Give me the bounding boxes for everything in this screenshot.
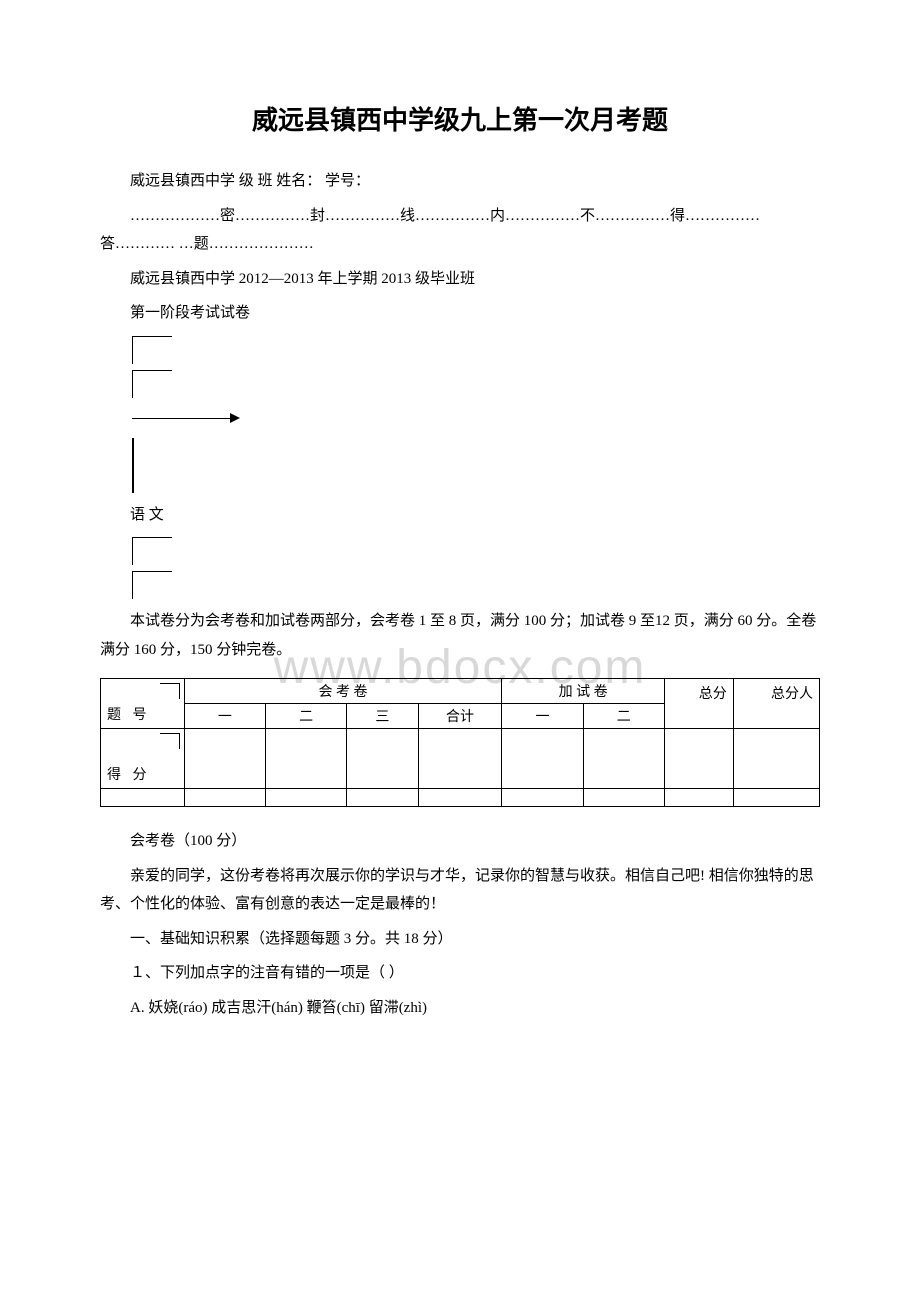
page-title: 威远县镇西中学级九上第一次月考题: [100, 100, 820, 137]
seal-line: ………………密……………封……………线……………内……………不……………得…………: [100, 202, 820, 259]
table-header-cell: 总分人: [733, 679, 819, 729]
box-shape: [132, 336, 172, 364]
table-cell: [418, 729, 502, 789]
table-cell: 二: [265, 704, 346, 729]
table-cell: 得 分: [101, 729, 185, 789]
decorative-shapes-2: [132, 537, 820, 599]
table-cell: [184, 729, 265, 789]
table-cell: [664, 789, 733, 807]
box-shape: [132, 370, 172, 398]
table-cell: 三: [347, 704, 418, 729]
section-1-header: 一、基础知识积累（选择题每题 3 分。共 18 分）: [100, 925, 820, 954]
table-cell: [184, 789, 265, 807]
table-cell: [347, 789, 418, 807]
box-shape: [132, 571, 172, 599]
table-cell: [583, 729, 664, 789]
table-row: 得 分: [101, 729, 820, 789]
table-header-cell: 总分: [664, 679, 733, 729]
question-1-option-a: A. 妖娆(ráo) 成吉思汗(hán) 鞭笞(chī) 留滞(zhì): [100, 994, 820, 1023]
huikao-section-header: 会考卷（100 分）: [100, 827, 820, 856]
table-cell: [733, 789, 819, 807]
table-cell: 合计: [418, 704, 502, 729]
subject-label: 语 文: [100, 501, 820, 530]
table-header-cell: 会 考 卷: [184, 679, 502, 704]
table-row: [101, 789, 820, 807]
exam-description: 本试卷分为会考卷和加试卷两部分，会考卷 1 至 8 页，满分 100 分；加试卷…: [100, 607, 820, 664]
intro-paragraph: 亲爱的同学，这份考卷将再次展示你的学识与才华，记录你的智慧与收获。相信自己吧! …: [100, 862, 820, 919]
box-shape: [132, 537, 172, 565]
document-content: 威远县镇西中学级九上第一次月考题 威远县镇西中学 级 班 姓名： 学号： …………: [100, 100, 820, 1022]
table-cell: [101, 789, 185, 807]
school-year-line: 威远县镇西中学 2012—2013 年上学期 2013 级毕业班: [100, 265, 820, 294]
decorative-shapes-1: [132, 336, 820, 493]
table-cell: [583, 789, 664, 807]
table-header-cell: 加 试 卷: [502, 679, 665, 704]
score-table: 题 号 会 考 卷 加 试 卷 总分 总分人 一 二 三 合计 一 二 得 分: [100, 678, 820, 807]
table-cell: 二: [583, 704, 664, 729]
table-cell: [418, 789, 502, 807]
table-cell: [733, 729, 819, 789]
question-1: １、下列加点字的注音有错的一项是（ ）: [100, 959, 820, 988]
table-cell: [265, 729, 346, 789]
table-cell: 一: [502, 704, 583, 729]
arrow-shape: [132, 408, 242, 428]
table-cell: [347, 729, 418, 789]
table-cell: [664, 729, 733, 789]
table-row: 题 号 会 考 卷 加 试 卷 总分 总分人: [101, 679, 820, 704]
table-cell: 一: [184, 704, 265, 729]
header-info-line: 威远县镇西中学 级 班 姓名： 学号：: [100, 167, 820, 196]
stage-line: 第一阶段考试试卷: [100, 299, 820, 328]
table-cell: [502, 789, 583, 807]
vertical-line: [132, 438, 134, 493]
table-cell: [502, 729, 583, 789]
table-cell: [265, 789, 346, 807]
table-header-cell: 题 号: [101, 679, 185, 729]
